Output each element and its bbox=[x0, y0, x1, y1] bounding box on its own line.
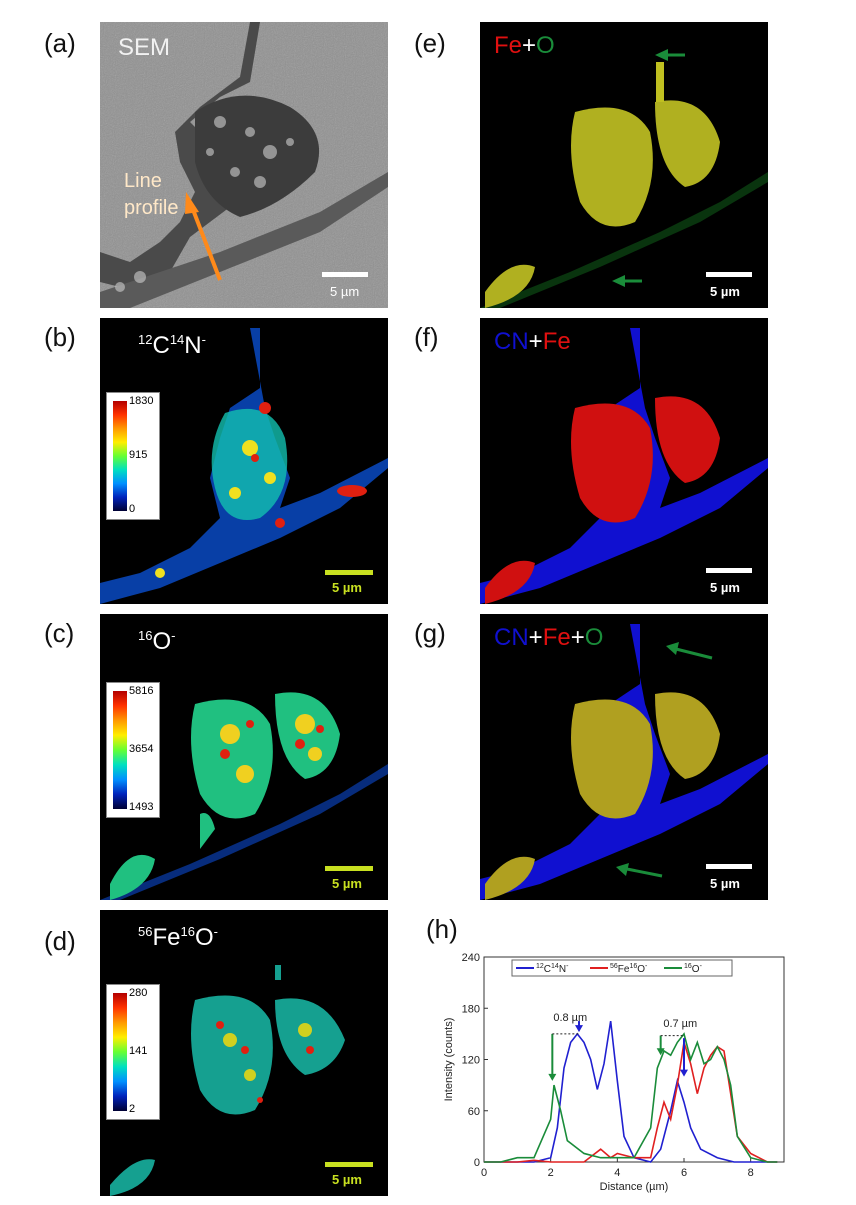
feo-distribution bbox=[110, 965, 345, 1196]
o-peak-arrow-1-head bbox=[548, 1073, 557, 1081]
panel-g-label: (g) bbox=[414, 618, 446, 648]
feo-colorbar-min: 2 bbox=[129, 1103, 136, 1115]
scale-label: 5 µm bbox=[710, 580, 740, 595]
cnfe-overlay bbox=[480, 328, 768, 604]
legend-label-1: 56Fe16O- bbox=[610, 963, 648, 975]
y-tick-label: 120 bbox=[462, 1055, 480, 1067]
cn-peak-arrow-2-head bbox=[680, 1069, 688, 1077]
scale-bar bbox=[706, 864, 752, 869]
o-distribution bbox=[100, 692, 388, 900]
series-line-2 bbox=[484, 1032, 778, 1163]
legend-label-2: 16O- bbox=[684, 963, 703, 975]
x-tick-label: 0 bbox=[481, 1167, 487, 1179]
feo-ion-label: 56Fe16O- bbox=[138, 924, 218, 951]
sem-texture bbox=[100, 22, 388, 308]
o-peak-arrow-2-head bbox=[656, 1048, 665, 1056]
line-profile-label-2: profile bbox=[124, 197, 179, 219]
feo-colorbar-mid: 141 bbox=[129, 1045, 148, 1057]
annotation-1: 0.7 µm bbox=[663, 1018, 697, 1030]
scale-label: 5 µm bbox=[332, 1172, 362, 1187]
y-axis-label: Intensity (counts) bbox=[443, 1018, 455, 1102]
series-line-0 bbox=[484, 1020, 778, 1163]
cnfeo-overlay bbox=[480, 624, 768, 900]
o-ion-label: 16O- bbox=[138, 628, 176, 655]
cn-ion-label: 12C14N- bbox=[138, 332, 206, 359]
panel-a-label: (a) bbox=[44, 28, 76, 58]
panel-b-label: (b) bbox=[44, 322, 76, 352]
scale-bar bbox=[325, 1162, 373, 1167]
cn-peak-arrow-1-head bbox=[575, 1025, 583, 1033]
scale-label: 5 µm bbox=[710, 284, 740, 299]
o-colorbar: 5816 3654 1493 bbox=[106, 682, 160, 818]
annotation-0: 0.8 µm bbox=[553, 1012, 587, 1024]
y-tick-label: 0 bbox=[474, 1157, 480, 1169]
panel-c-label: (c) bbox=[44, 618, 75, 648]
o-colorbar-mid: 3654 bbox=[129, 743, 154, 755]
x-tick-label: 4 bbox=[614, 1167, 620, 1179]
y-tick-label: 240 bbox=[462, 952, 480, 964]
x-tick-label: 6 bbox=[681, 1167, 687, 1179]
scale-bar bbox=[322, 272, 368, 277]
feo-overlay-image: Fe+O 5 µm bbox=[480, 22, 768, 308]
scale-bar bbox=[325, 866, 373, 871]
o-colorbar-max: 5816 bbox=[129, 685, 154, 697]
feo-ion-map: 56Fe16O- 280 141 2 5 µm bbox=[100, 910, 388, 1196]
cnfe-overlay-image: CN+Fe 5 µm bbox=[480, 318, 768, 604]
o-colorbar-min: 1493 bbox=[129, 801, 154, 813]
cn-colorbar-min: 0 bbox=[129, 503, 136, 515]
cnfeo-overlay-label: CN+Fe+O bbox=[494, 624, 604, 651]
cnfeo-overlay-image: CN+Fe+O 5 µm bbox=[480, 614, 768, 900]
cn-colorbar-mid: 915 bbox=[129, 449, 148, 461]
line-profile-label-1: Line bbox=[124, 170, 162, 192]
cn-colorbar: 1830 915 0 bbox=[106, 392, 160, 520]
y-tick-label: 180 bbox=[462, 1003, 480, 1015]
legend-box bbox=[511, 959, 733, 977]
cn-colorbar-max: 1830 bbox=[129, 395, 154, 407]
scale-bar bbox=[325, 570, 373, 575]
sem-image: SEM Line profile 5 µm bbox=[100, 22, 388, 308]
scale-label: 5 µm bbox=[330, 284, 360, 299]
feo-colorbar: 280 141 2 bbox=[106, 984, 160, 1120]
x-tick-label: 8 bbox=[748, 1167, 754, 1179]
line-profile-chart: 0 2 4 6 8 0 60 120 180 240 Distance (µm) Intensity … bbox=[443, 952, 785, 1193]
feo-overlay-label: Fe+O bbox=[494, 32, 555, 59]
scale-label: 5 µm bbox=[710, 876, 740, 891]
scale-bar bbox=[706, 568, 752, 573]
line-profile-arrow bbox=[185, 192, 222, 281]
scale-label: 5 µm bbox=[332, 876, 362, 891]
legend-label-0: 12C14N- bbox=[536, 963, 569, 975]
scale-bar bbox=[706, 272, 752, 277]
sem-title: SEM bbox=[118, 34, 171, 61]
panel-h-label: (h) bbox=[426, 914, 458, 944]
feo-overlay bbox=[480, 62, 768, 308]
feo-colorbar-max: 280 bbox=[129, 987, 148, 999]
cnfe-overlay-label: CN+Fe bbox=[494, 328, 571, 355]
x-axis-label: Distance (µm) bbox=[600, 1181, 669, 1193]
scale-label: 5 µm bbox=[332, 580, 362, 595]
x-tick-label: 2 bbox=[548, 1167, 554, 1179]
cn-distribution bbox=[100, 328, 388, 604]
o-ion-map: 16O- 5816 3654 1493 5 µm bbox=[100, 614, 388, 900]
plot-frame bbox=[483, 956, 785, 1163]
cn-ion-map: 12C14N- 1830 915 0 5 µm bbox=[100, 318, 388, 604]
panel-e-label: (e) bbox=[414, 28, 446, 58]
panel-f-label: (f) bbox=[414, 322, 439, 352]
panel-d-label: (d) bbox=[44, 926, 76, 956]
y-tick-label: 60 bbox=[468, 1106, 480, 1118]
